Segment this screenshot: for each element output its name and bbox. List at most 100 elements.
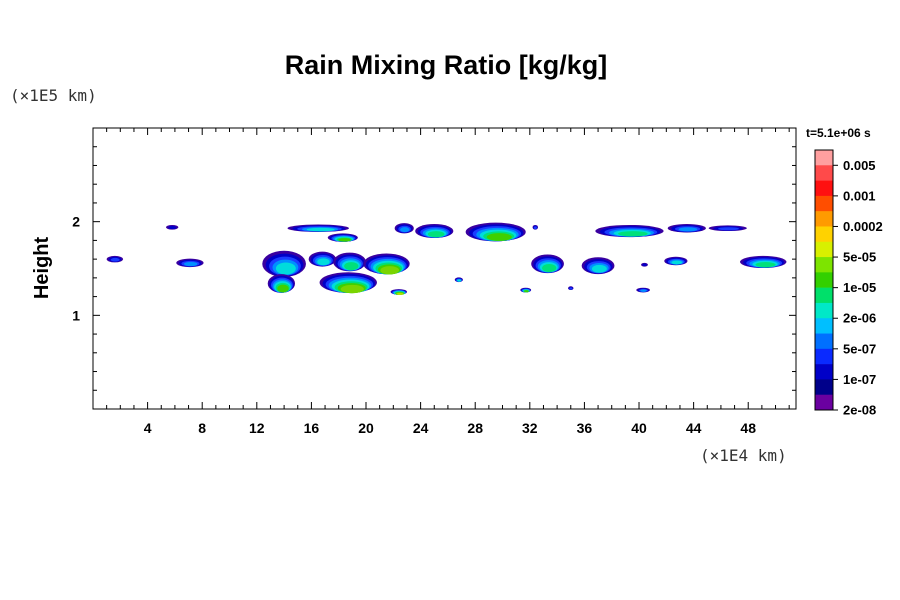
rain-cell bbox=[390, 289, 407, 296]
colorbar-label: 0.001 bbox=[843, 188, 876, 203]
rain-cell bbox=[531, 254, 564, 274]
x-tick-labels: 4 8 12 16 20 24 28 32 36 40 44 48 bbox=[144, 420, 757, 436]
rain-cell-contour bbox=[396, 292, 404, 296]
rain-cell bbox=[667, 224, 706, 233]
rain-cell bbox=[532, 224, 539, 230]
rain-cell-contour bbox=[110, 257, 120, 262]
rain-cell bbox=[363, 253, 410, 275]
colorbar-swatch bbox=[815, 257, 833, 273]
colorbar-label: 1e-07 bbox=[843, 372, 876, 387]
rain-cell bbox=[636, 287, 650, 293]
x-tick-label: 20 bbox=[358, 420, 374, 436]
x-tick-label: 24 bbox=[413, 420, 429, 436]
colorbar-swatch bbox=[815, 302, 833, 319]
x-tick-label: 8 bbox=[198, 420, 206, 436]
rain-cell bbox=[394, 223, 414, 234]
rain-cell-contour bbox=[344, 262, 359, 271]
colorbar-swatch bbox=[815, 272, 833, 288]
rain-cell bbox=[581, 257, 615, 275]
rain-cell bbox=[568, 286, 574, 291]
y-tick-label: 2 bbox=[72, 214, 80, 230]
rain-cell bbox=[664, 256, 688, 266]
x-tick-label: 32 bbox=[522, 420, 538, 436]
rain-cell-contour bbox=[168, 225, 177, 230]
chart-title: Rain Mixing Ratio [kg/kg] bbox=[285, 50, 608, 80]
rain-cell-contour bbox=[755, 262, 776, 268]
x-tick-label: 48 bbox=[740, 420, 756, 436]
colorbar-swatch bbox=[815, 226, 833, 243]
rain-cell bbox=[106, 255, 124, 263]
colorbar-swatch bbox=[815, 195, 833, 212]
time-label: t=5.1e+06 s bbox=[806, 126, 871, 140]
rain-cell bbox=[641, 262, 648, 267]
x-unit-label: (×1E4 km) bbox=[700, 446, 787, 465]
colorbar-swatch bbox=[815, 364, 833, 380]
rain-cell bbox=[520, 287, 532, 293]
rain-cell-contour bbox=[569, 287, 573, 290]
rain-cell-contour bbox=[340, 284, 364, 294]
colorbar-swatch bbox=[815, 241, 833, 258]
x-tick-label: 16 bbox=[304, 420, 320, 436]
colorbar-swatch bbox=[815, 333, 833, 350]
rain-cell-contour bbox=[671, 260, 683, 265]
colorbar-swatch bbox=[815, 211, 833, 227]
colorbar-swatch bbox=[815, 150, 833, 166]
rain-cell bbox=[708, 225, 747, 232]
rain-cell-contour bbox=[338, 238, 351, 242]
rain-cell-contour bbox=[306, 227, 335, 232]
y-axis-label: Height bbox=[31, 237, 53, 300]
rain-cell-contour bbox=[486, 233, 512, 241]
rain-cell bbox=[454, 277, 463, 283]
rain-cell bbox=[319, 272, 377, 294]
x-tick-label: 12 bbox=[249, 420, 265, 436]
rain-cell bbox=[415, 224, 454, 239]
rain-cell-contour bbox=[317, 258, 330, 266]
x-tick-label: 44 bbox=[686, 420, 702, 436]
colorbar-swatches bbox=[815, 150, 833, 411]
rain-cell bbox=[262, 250, 306, 277]
rain-cell bbox=[267, 274, 296, 293]
colorbar-swatch bbox=[815, 165, 833, 181]
rain-cell bbox=[308, 251, 336, 267]
colorbar-swatch bbox=[815, 394, 833, 411]
colorbar-labels: 0.005 0.001 0.0002 5e-05 1e-05 2e-06 5e-07 1e-0… bbox=[833, 158, 883, 418]
rain-cell bbox=[327, 233, 358, 242]
colorbar-frame bbox=[814, 149, 834, 411]
rain-cell-contour bbox=[275, 262, 296, 275]
rain-cell bbox=[166, 224, 179, 230]
rain-cell-contour bbox=[678, 227, 698, 232]
x-tick-label: 40 bbox=[631, 420, 647, 436]
x-tick-label: 28 bbox=[467, 420, 483, 436]
colorbar-label: 2e-06 bbox=[843, 311, 876, 326]
rain-cell-contour bbox=[591, 264, 607, 273]
x-tick-label: 4 bbox=[144, 420, 152, 436]
rain-cell bbox=[176, 258, 204, 268]
rain-cell bbox=[595, 224, 664, 238]
colorbar-swatch bbox=[815, 180, 833, 197]
rain-cell bbox=[740, 255, 787, 269]
colorbar-swatch bbox=[815, 348, 833, 365]
rain-cell-contour bbox=[184, 261, 198, 267]
rain-cell-contour bbox=[524, 290, 529, 293]
colorbar-label: 5e-07 bbox=[843, 341, 876, 356]
axis-ticks bbox=[93, 128, 796, 409]
rain-cell-contour bbox=[533, 226, 537, 229]
rain-cell-contour bbox=[427, 231, 445, 238]
colorbar-swatch bbox=[815, 318, 833, 334]
rain-cell-contour bbox=[640, 289, 647, 292]
rain-cell bbox=[333, 252, 367, 272]
colorbar-label: 5e-05 bbox=[843, 250, 876, 265]
y-tick-labels: 12 bbox=[72, 214, 80, 324]
rain-cell-contour bbox=[718, 227, 739, 231]
rain-cell-contour bbox=[400, 227, 410, 233]
y-unit-label: (×1E5 km) bbox=[10, 86, 97, 105]
y-tick-label: 1 bbox=[72, 307, 80, 323]
colorbar-swatch bbox=[815, 287, 833, 304]
rain-cell-contour bbox=[618, 231, 648, 237]
plot-frame bbox=[92, 127, 797, 410]
colorbar-label: 0.0002 bbox=[843, 219, 883, 234]
colorbar-label: 1e-05 bbox=[843, 280, 876, 295]
colorbar-label: 2e-08 bbox=[843, 403, 876, 418]
x-tick-label: 36 bbox=[577, 420, 593, 436]
